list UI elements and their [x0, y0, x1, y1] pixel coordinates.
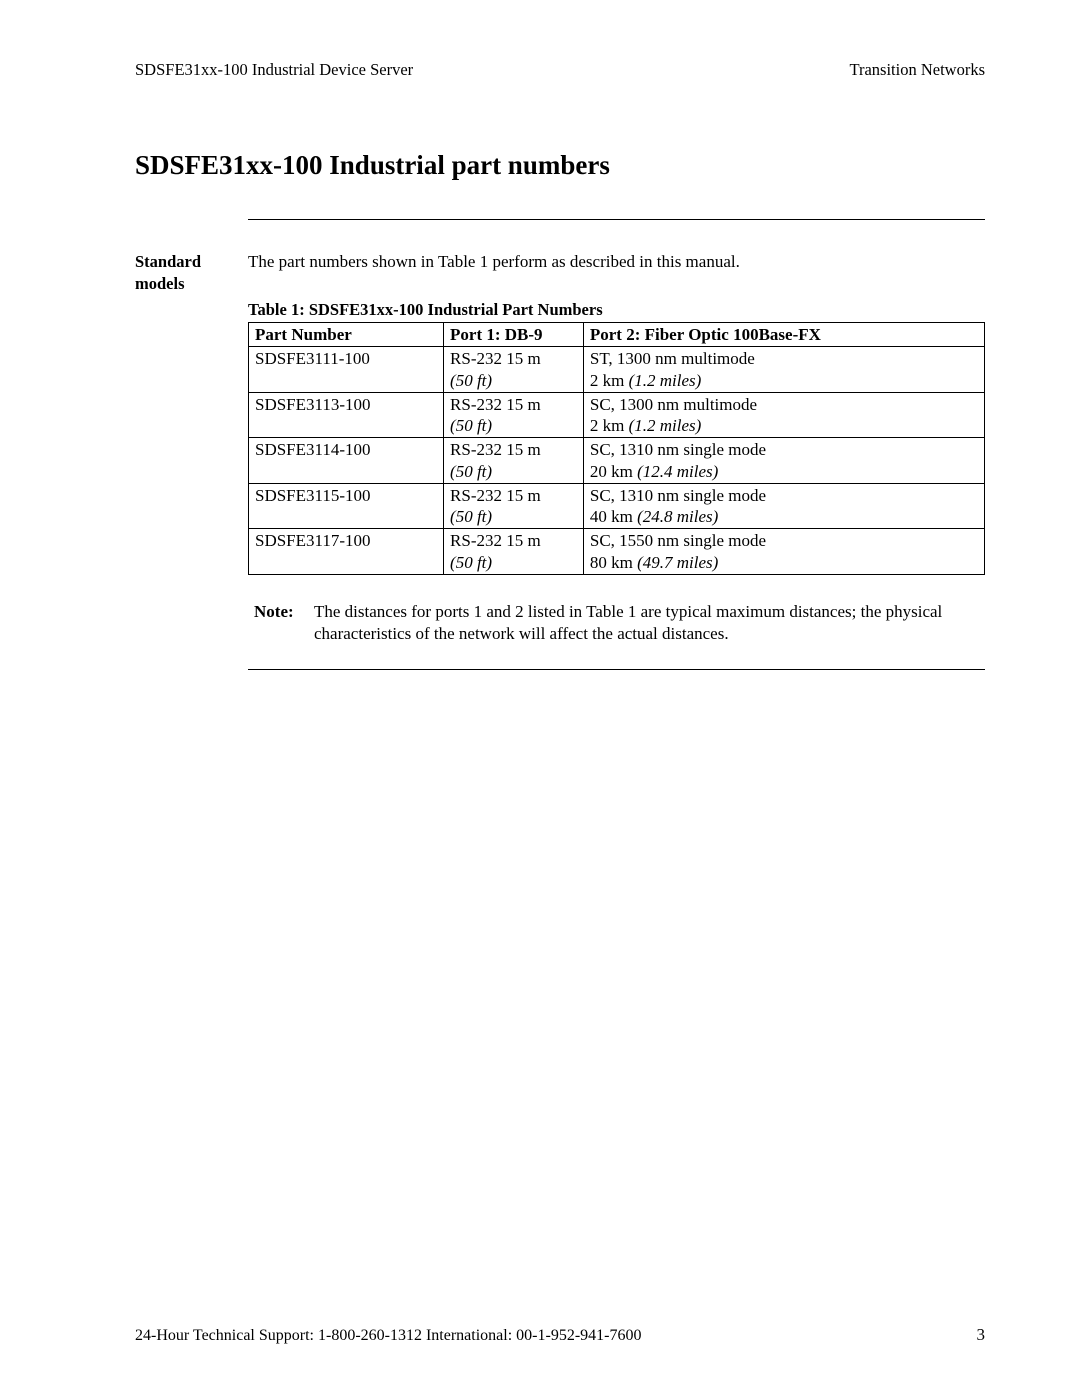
cell-port2: SC, 1310 nm single mode 20 km (12.4 mile… [583, 438, 984, 484]
col-header-part-number: Part Number [249, 323, 444, 347]
note-block: Note: The distances for ports 1 and 2 li… [248, 601, 985, 645]
table-row: SDSFE3115-100 RS-232 15 m (50 ft) SC, 13… [249, 483, 985, 529]
table-row: SDSFE3111-100 RS-232 15 m (50 ft) ST, 13… [249, 347, 985, 393]
cell-port1: RS-232 15 m (50 ft) [444, 529, 584, 575]
cell-port2: ST, 1300 nm multimode 2 km (1.2 miles) [583, 347, 984, 393]
top-rule [248, 219, 985, 220]
cell-port1: RS-232 15 m (50 ft) [444, 483, 584, 529]
cell-port1: RS-232 15 m (50 ft) [444, 347, 584, 393]
page-number: 3 [977, 1325, 986, 1345]
col-header-port2: Port 2: Fiber Optic 100Base-FX [583, 323, 984, 347]
footer-support-text: 24-Hour Technical Support: 1-800-260-131… [135, 1327, 641, 1345]
cell-part-number: SDSFE3115-100 [249, 483, 444, 529]
col-header-port1: Port 1: DB-9 [444, 323, 584, 347]
cell-part-number: SDSFE3117-100 [249, 529, 444, 575]
page-footer: 24-Hour Technical Support: 1-800-260-131… [135, 1325, 985, 1345]
intro-text: The part numbers shown in Table 1 perfor… [248, 252, 985, 272]
cell-part-number: SDSFE3111-100 [249, 347, 444, 393]
table-row: SDSFE3113-100 RS-232 15 m (50 ft) SC, 13… [249, 392, 985, 438]
cell-part-number: SDSFE3113-100 [249, 392, 444, 438]
cell-port2: SC, 1550 nm single mode 80 km (49.7 mile… [583, 529, 984, 575]
cell-port1: RS-232 15 m (50 ft) [444, 392, 584, 438]
header-right: Transition Networks [849, 60, 985, 80]
cell-port2: SC, 1310 nm single mode 40 km (24.8 mile… [583, 483, 984, 529]
header-left: SDSFE31xx-100 Industrial Device Server [135, 60, 413, 80]
side-label-line2: models [135, 274, 185, 293]
parts-table: Part Number Port 1: DB-9 Port 2: Fiber O… [248, 322, 985, 575]
table-header-row: Part Number Port 1: DB-9 Port 2: Fiber O… [249, 323, 985, 347]
page-title: SDSFE31xx-100 Industrial part numbers [135, 150, 985, 181]
cell-port1: RS-232 15 m (50 ft) [444, 438, 584, 484]
table-row: SDSFE3117-100 RS-232 15 m (50 ft) SC, 15… [249, 529, 985, 575]
side-label-line1: Standard [135, 252, 201, 271]
page-header: SDSFE31xx-100 Industrial Device Server T… [135, 60, 985, 80]
note-label: Note: [254, 601, 314, 645]
table-row: SDSFE3114-100 RS-232 15 m (50 ft) SC, 13… [249, 438, 985, 484]
table-caption: Table 1: SDSFE31xx-100 Industrial Part N… [248, 300, 985, 320]
note-text: The distances for ports 1 and 2 listed i… [314, 601, 985, 645]
cell-port2: SC, 1300 nm multimode 2 km (1.2 miles) [583, 392, 984, 438]
cell-part-number: SDSFE3114-100 [249, 438, 444, 484]
section-side-label: Standard models [135, 219, 230, 670]
bottom-rule [248, 669, 985, 670]
